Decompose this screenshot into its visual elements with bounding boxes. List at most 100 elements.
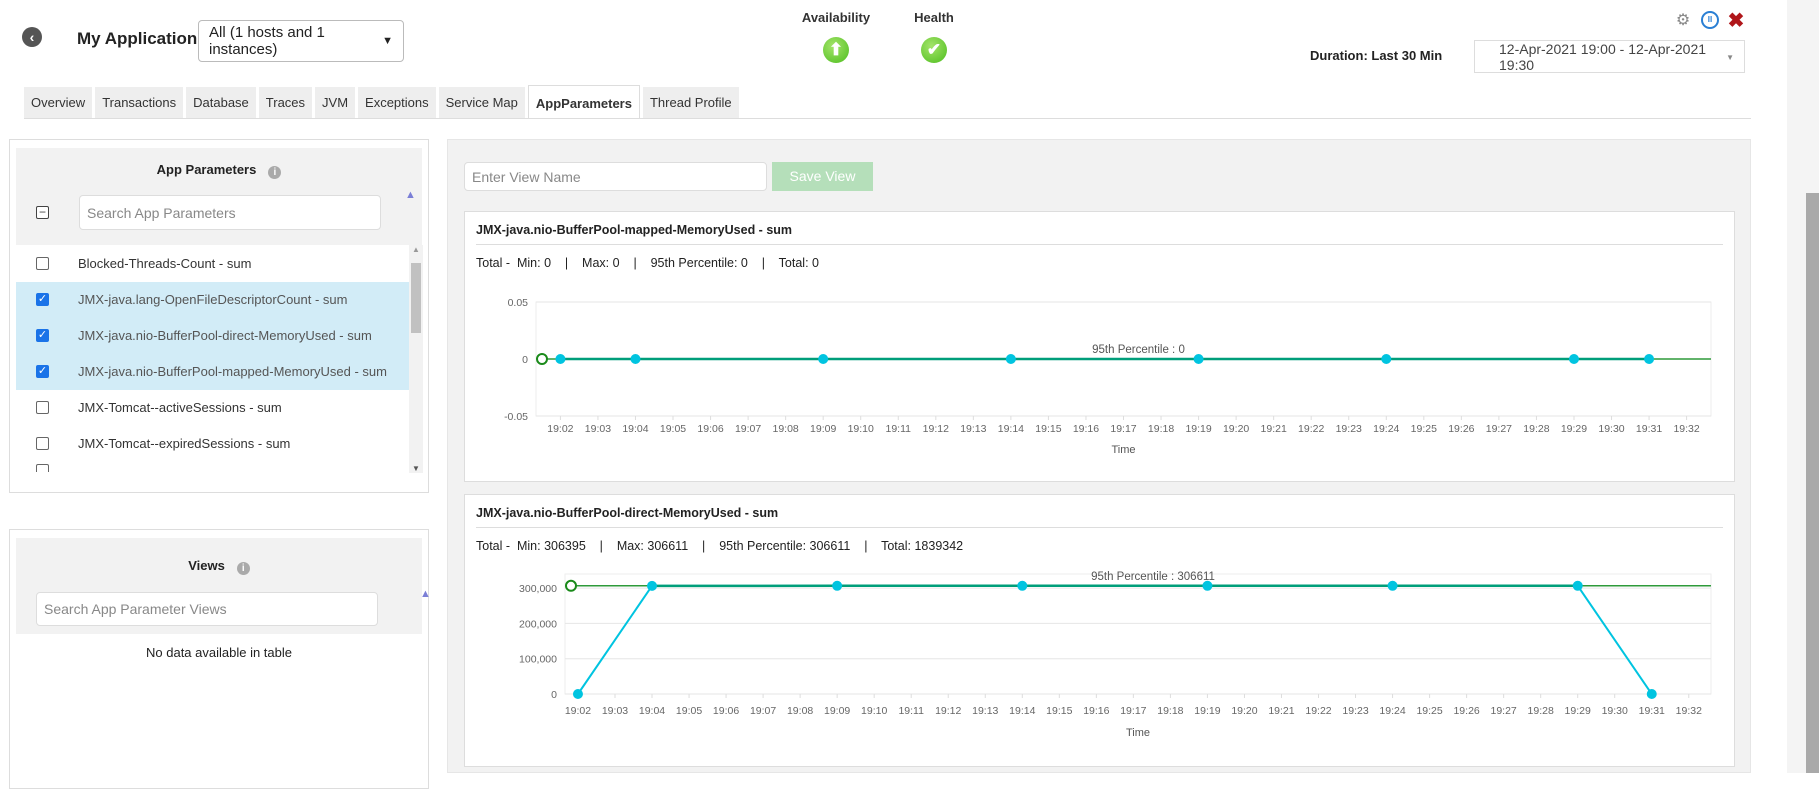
x-tick-label: 19:15 <box>1035 423 1061 435</box>
tab-thread-profile[interactable]: Thread Profile <box>643 87 739 118</box>
x-tick-label: 19:05 <box>660 423 686 435</box>
collapse-icon[interactable]: ▲ <box>420 588 431 600</box>
percentile-label: 95th Percentile : 306611 <box>1091 571 1215 583</box>
unchecked-checkbox[interactable] <box>36 464 49 472</box>
x-tick-label: 19:23 <box>1342 705 1368 717</box>
search-placeholder: Search App Parameters <box>87 205 236 221</box>
info-icon[interactable]: i <box>237 562 250 575</box>
x-tick-label: 19:18 <box>1148 423 1174 435</box>
data-point <box>1202 581 1212 591</box>
x-tick-label: 19:24 <box>1373 423 1399 435</box>
tab-overview[interactable]: Overview <box>24 87 92 118</box>
tab-transactions[interactable]: Transactions <box>95 87 183 118</box>
percentile-label: 95th Percentile : 0 <box>1092 344 1185 356</box>
checked-checkbox[interactable]: ✓ <box>36 293 49 306</box>
tab-appparameters[interactable]: AppParameters <box>528 85 640 118</box>
pause-icon[interactable]: II <box>1701 11 1719 29</box>
unchecked-checkbox[interactable] <box>36 437 49 450</box>
data-point <box>1017 581 1027 591</box>
list-item-label: JMX-java.nio-BufferPool-mapped-MemoryUse… <box>78 364 387 379</box>
host-select[interactable]: All (1 hosts and 1 instances)▼ <box>198 20 404 62</box>
x-tick-label: 19:20 <box>1223 423 1249 435</box>
app-parameters-title-text: App Parameters <box>157 162 257 177</box>
x-tick-label: 19:32 <box>1673 423 1699 435</box>
list-item[interactable]: ✓JMX-java.lang-OpenFileDescriptorCount -… <box>16 282 409 318</box>
save-view-button[interactable]: Save View <box>772 162 873 191</box>
x-tick-label: 19:24 <box>1379 705 1405 717</box>
x-tick-label: 19:08 <box>772 423 798 435</box>
tab-database[interactable]: Database <box>186 87 256 118</box>
data-point <box>1388 581 1398 591</box>
info-icon[interactable]: i <box>268 166 281 179</box>
x-tick-label: 19:18 <box>1157 705 1183 717</box>
data-point <box>832 581 842 591</box>
x-tick-label: 19:20 <box>1231 705 1257 717</box>
x-tick-label: 19:11 <box>886 423 912 435</box>
x-tick-label: 19:06 <box>697 423 723 435</box>
close-icon[interactable]: ✖ <box>1727 12 1745 30</box>
tab-divider <box>24 118 1751 119</box>
date-range-value: 12-Apr-2021 19:00 - 12-Apr-2021 19:30 <box>1499 41 1744 73</box>
chart-card-mapped: JMX-java.nio-BufferPool-mapped-MemoryUse… <box>464 211 1735 482</box>
search-placeholder: Search App Parameter Views <box>44 601 227 617</box>
tab-service-map[interactable]: Service Map <box>439 87 525 118</box>
charts-area: Enter View Name Save View JMX-java.nio-B… <box>447 139 1751 773</box>
x-tick-label: 19:10 <box>861 705 887 717</box>
x-tick-label: 19:17 <box>1110 423 1136 435</box>
page-scrollbar[interactable] <box>1787 0 1819 773</box>
data-point <box>1006 354 1016 364</box>
list-item[interactable]: Blocked-Threads-Count - sum <box>16 246 409 282</box>
tab-jvm[interactable]: JVM <box>315 87 355 118</box>
data-point <box>555 354 565 364</box>
list-item[interactable]: ✓ JMX-java.nio-BufferPool-mapped-MemoryUs… <box>16 354 409 390</box>
list-item[interactable]: JMX-Tomcat--activeSessions - sum <box>16 390 409 426</box>
list-scrollbar[interactable]: ▲▼ <box>409 245 423 473</box>
search-views-input[interactable]: Search App Parameter Views <box>36 592 378 626</box>
x-tick-label: 19:09 <box>810 423 836 435</box>
x-tick-label: 19:19 <box>1185 423 1211 435</box>
list-item[interactable]: JMX-Tomcat--expiredSessions - sum <box>16 426 409 462</box>
x-tick-label: 19:16 <box>1073 423 1099 435</box>
x-tick-label: 19:10 <box>848 423 874 435</box>
x-tick-label: 19:31 <box>1636 423 1662 435</box>
search-app-parameters-input[interactable]: Search App Parameters <box>79 195 381 230</box>
duration-label: Duration: Last 30 Min <box>1310 48 1442 63</box>
y-tick-label: 200,000 <box>519 618 557 630</box>
y-tick-label: -0.05 <box>504 411 528 423</box>
list-item[interactable]: ✓JMX-java.nio-BufferPool-direct-MemoryUs… <box>16 318 409 354</box>
availability-up-icon: ⬆ <box>823 37 849 63</box>
collapse-icon[interactable]: ▲ <box>405 189 416 201</box>
unchecked-checkbox[interactable] <box>36 257 49 270</box>
x-axis-label: Time <box>1111 444 1135 456</box>
plot-area <box>565 574 1711 694</box>
tab-traces[interactable]: Traces <box>259 87 312 118</box>
view-name-input[interactable]: Enter View Name <box>464 162 767 191</box>
checked-checkbox[interactable]: ✓ <box>36 329 49 342</box>
tab-exceptions[interactable]: Exceptions <box>358 87 436 118</box>
x-tick-label: 19:17 <box>1120 705 1146 717</box>
x-tick-label: 19:02 <box>547 423 573 435</box>
x-tick-label: 19:21 <box>1268 705 1294 717</box>
settings-edit-icon[interactable]: ⚙ <box>1674 12 1692 30</box>
list-item-partial <box>16 462 409 472</box>
health-label: Health <box>889 10 979 25</box>
select-all-checkbox[interactable]: − <box>36 206 49 219</box>
chart-title: JMX-java.nio-BufferPool-direct-MemoryUse… <box>476 506 778 520</box>
x-tick-label: 19:21 <box>1261 423 1287 435</box>
unchecked-checkbox[interactable] <box>36 401 49 414</box>
checked-checkbox[interactable]: ✓ <box>36 365 49 378</box>
view-name-placeholder: Enter View Name <box>472 169 581 185</box>
data-point <box>573 689 583 699</box>
date-range-select[interactable]: 12-Apr-2021 19:00 - 12-Apr-2021 19:30▼ <box>1474 40 1745 73</box>
views-title-text: Views <box>188 558 225 573</box>
x-tick-label: 19:02 <box>565 705 591 717</box>
x-tick-label: 19:31 <box>1639 705 1665 717</box>
x-tick-label: 19:03 <box>585 423 611 435</box>
back-icon[interactable]: ‹ <box>22 27 42 47</box>
x-tick-label: 19:08 <box>787 705 813 717</box>
